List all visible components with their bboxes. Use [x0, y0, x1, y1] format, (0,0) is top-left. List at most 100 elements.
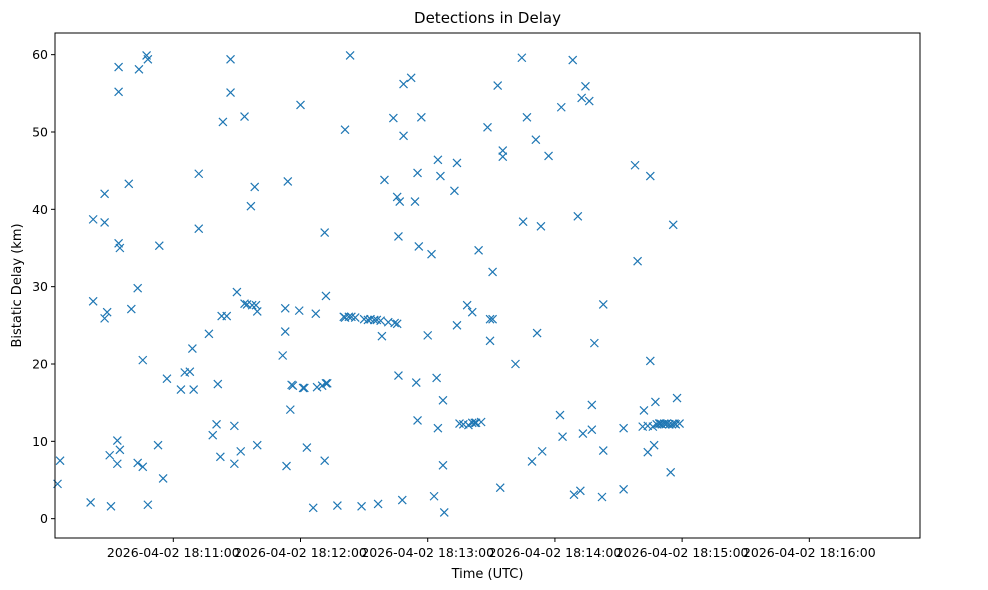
- data-point-119: [416, 112, 426, 122]
- data-point-126: [436, 171, 445, 181]
- data-point-35: [187, 344, 197, 353]
- data-point-101: [380, 175, 389, 185]
- data-point-116: [413, 168, 422, 178]
- data-point-86: [340, 125, 350, 135]
- data-point-153: [517, 53, 527, 63]
- data-point-173: [587, 425, 597, 435]
- data-point-117: [413, 416, 422, 425]
- data-point-65: [282, 461, 291, 471]
- x-tick-label: 2026-04-02 18:15:00: [616, 545, 749, 560]
- data-point-99: [376, 316, 386, 326]
- x-axis-label: Time (UTC): [451, 567, 524, 582]
- data-point-34: [185, 367, 195, 377]
- data-point-62: [278, 351, 288, 360]
- data-point-125: [433, 423, 443, 433]
- data-point-56: [246, 201, 256, 211]
- data-point-129: [439, 508, 449, 517]
- data-point-36: [189, 385, 199, 394]
- data-point-8: [102, 307, 112, 317]
- data-point-66: [283, 177, 293, 186]
- data-point-160: [537, 446, 547, 456]
- data-point-120: [423, 330, 433, 340]
- x-tick-label: 2026-04-02 18:16:00: [743, 545, 876, 560]
- data-point-191: [650, 397, 660, 407]
- data-point-113: [406, 73, 416, 83]
- data-point-51: [232, 287, 242, 297]
- data-point-57: [247, 300, 257, 310]
- data-point-21: [133, 458, 143, 468]
- data-point-141: [474, 245, 484, 255]
- data-point-49: [229, 421, 239, 431]
- data-point-180: [619, 484, 629, 494]
- data-point-48: [226, 88, 235, 97]
- data-point-45: [218, 117, 228, 127]
- data-point-124: [433, 155, 443, 165]
- data-point-75: [308, 503, 318, 513]
- data-point-146: [488, 314, 498, 324]
- data-point-137: [467, 418, 477, 428]
- data-point-79: [320, 456, 330, 466]
- y-tick-label: 30: [32, 279, 48, 294]
- data-point-12: [112, 459, 122, 469]
- data-point-53: [240, 112, 249, 121]
- data-point-61: [252, 440, 262, 450]
- data-point-176: [597, 492, 607, 502]
- x-tick-label: 2026-04-02 18:11:00: [107, 545, 240, 560]
- data-point-60: [252, 306, 262, 316]
- data-point-1: [55, 456, 65, 466]
- points-layer: [53, 51, 685, 517]
- data-point-77: [312, 382, 322, 392]
- data-point-151: [498, 152, 508, 162]
- data-point-94: [363, 315, 373, 325]
- y-axis-label: Bistatic Delay (km): [10, 223, 25, 347]
- data-point-158: [532, 328, 542, 338]
- data-point-26: [143, 54, 153, 64]
- chart-title: Detections in Delay: [414, 9, 561, 27]
- y-tick-label: 0: [40, 511, 48, 526]
- y-axis-ticks: 0 10 20 30 40 50 60: [32, 47, 55, 526]
- data-point-110: [397, 495, 407, 505]
- data-point-128: [438, 460, 448, 470]
- data-point-169: [577, 93, 587, 103]
- data-point-81: [321, 378, 331, 388]
- data-point-118: [414, 242, 424, 251]
- y-tick-label: 10: [32, 434, 48, 449]
- data-point-111: [399, 79, 408, 89]
- data-point-9: [105, 450, 115, 460]
- data-point-39: [204, 329, 214, 339]
- data-point-177: [598, 300, 608, 309]
- data-point-166: [569, 490, 579, 500]
- data-point-47: [226, 54, 235, 64]
- data-point-4: [88, 296, 98, 306]
- data-point-171: [581, 81, 590, 91]
- data-point-17: [115, 445, 125, 455]
- data-point-67: [285, 405, 295, 415]
- x-tick-label: 2026-04-02 18:13:00: [361, 545, 494, 560]
- data-point-205: [672, 393, 682, 403]
- data-point-89: [345, 51, 355, 60]
- data-point-92: [357, 501, 366, 511]
- data-point-155: [522, 112, 532, 122]
- y-tick-label: 60: [32, 47, 48, 62]
- data-point-82: [321, 291, 331, 301]
- data-point-200: [666, 467, 676, 477]
- data-point-106: [392, 319, 402, 329]
- data-point-74: [302, 443, 312, 452]
- data-point-114: [410, 197, 420, 207]
- data-point-76: [311, 309, 321, 319]
- data-point-50: [229, 459, 239, 469]
- data-point-161: [544, 151, 553, 161]
- data-point-40: [208, 430, 218, 440]
- data-point-64: [280, 327, 290, 336]
- data-point-121: [427, 249, 436, 259]
- data-point-18: [124, 179, 134, 189]
- data-point-41: [212, 419, 221, 429]
- data-point-52: [236, 446, 246, 456]
- data-point-122: [429, 491, 439, 501]
- data-point-69: [288, 381, 298, 391]
- data-point-135: [462, 300, 472, 310]
- data-point-6: [100, 313, 110, 323]
